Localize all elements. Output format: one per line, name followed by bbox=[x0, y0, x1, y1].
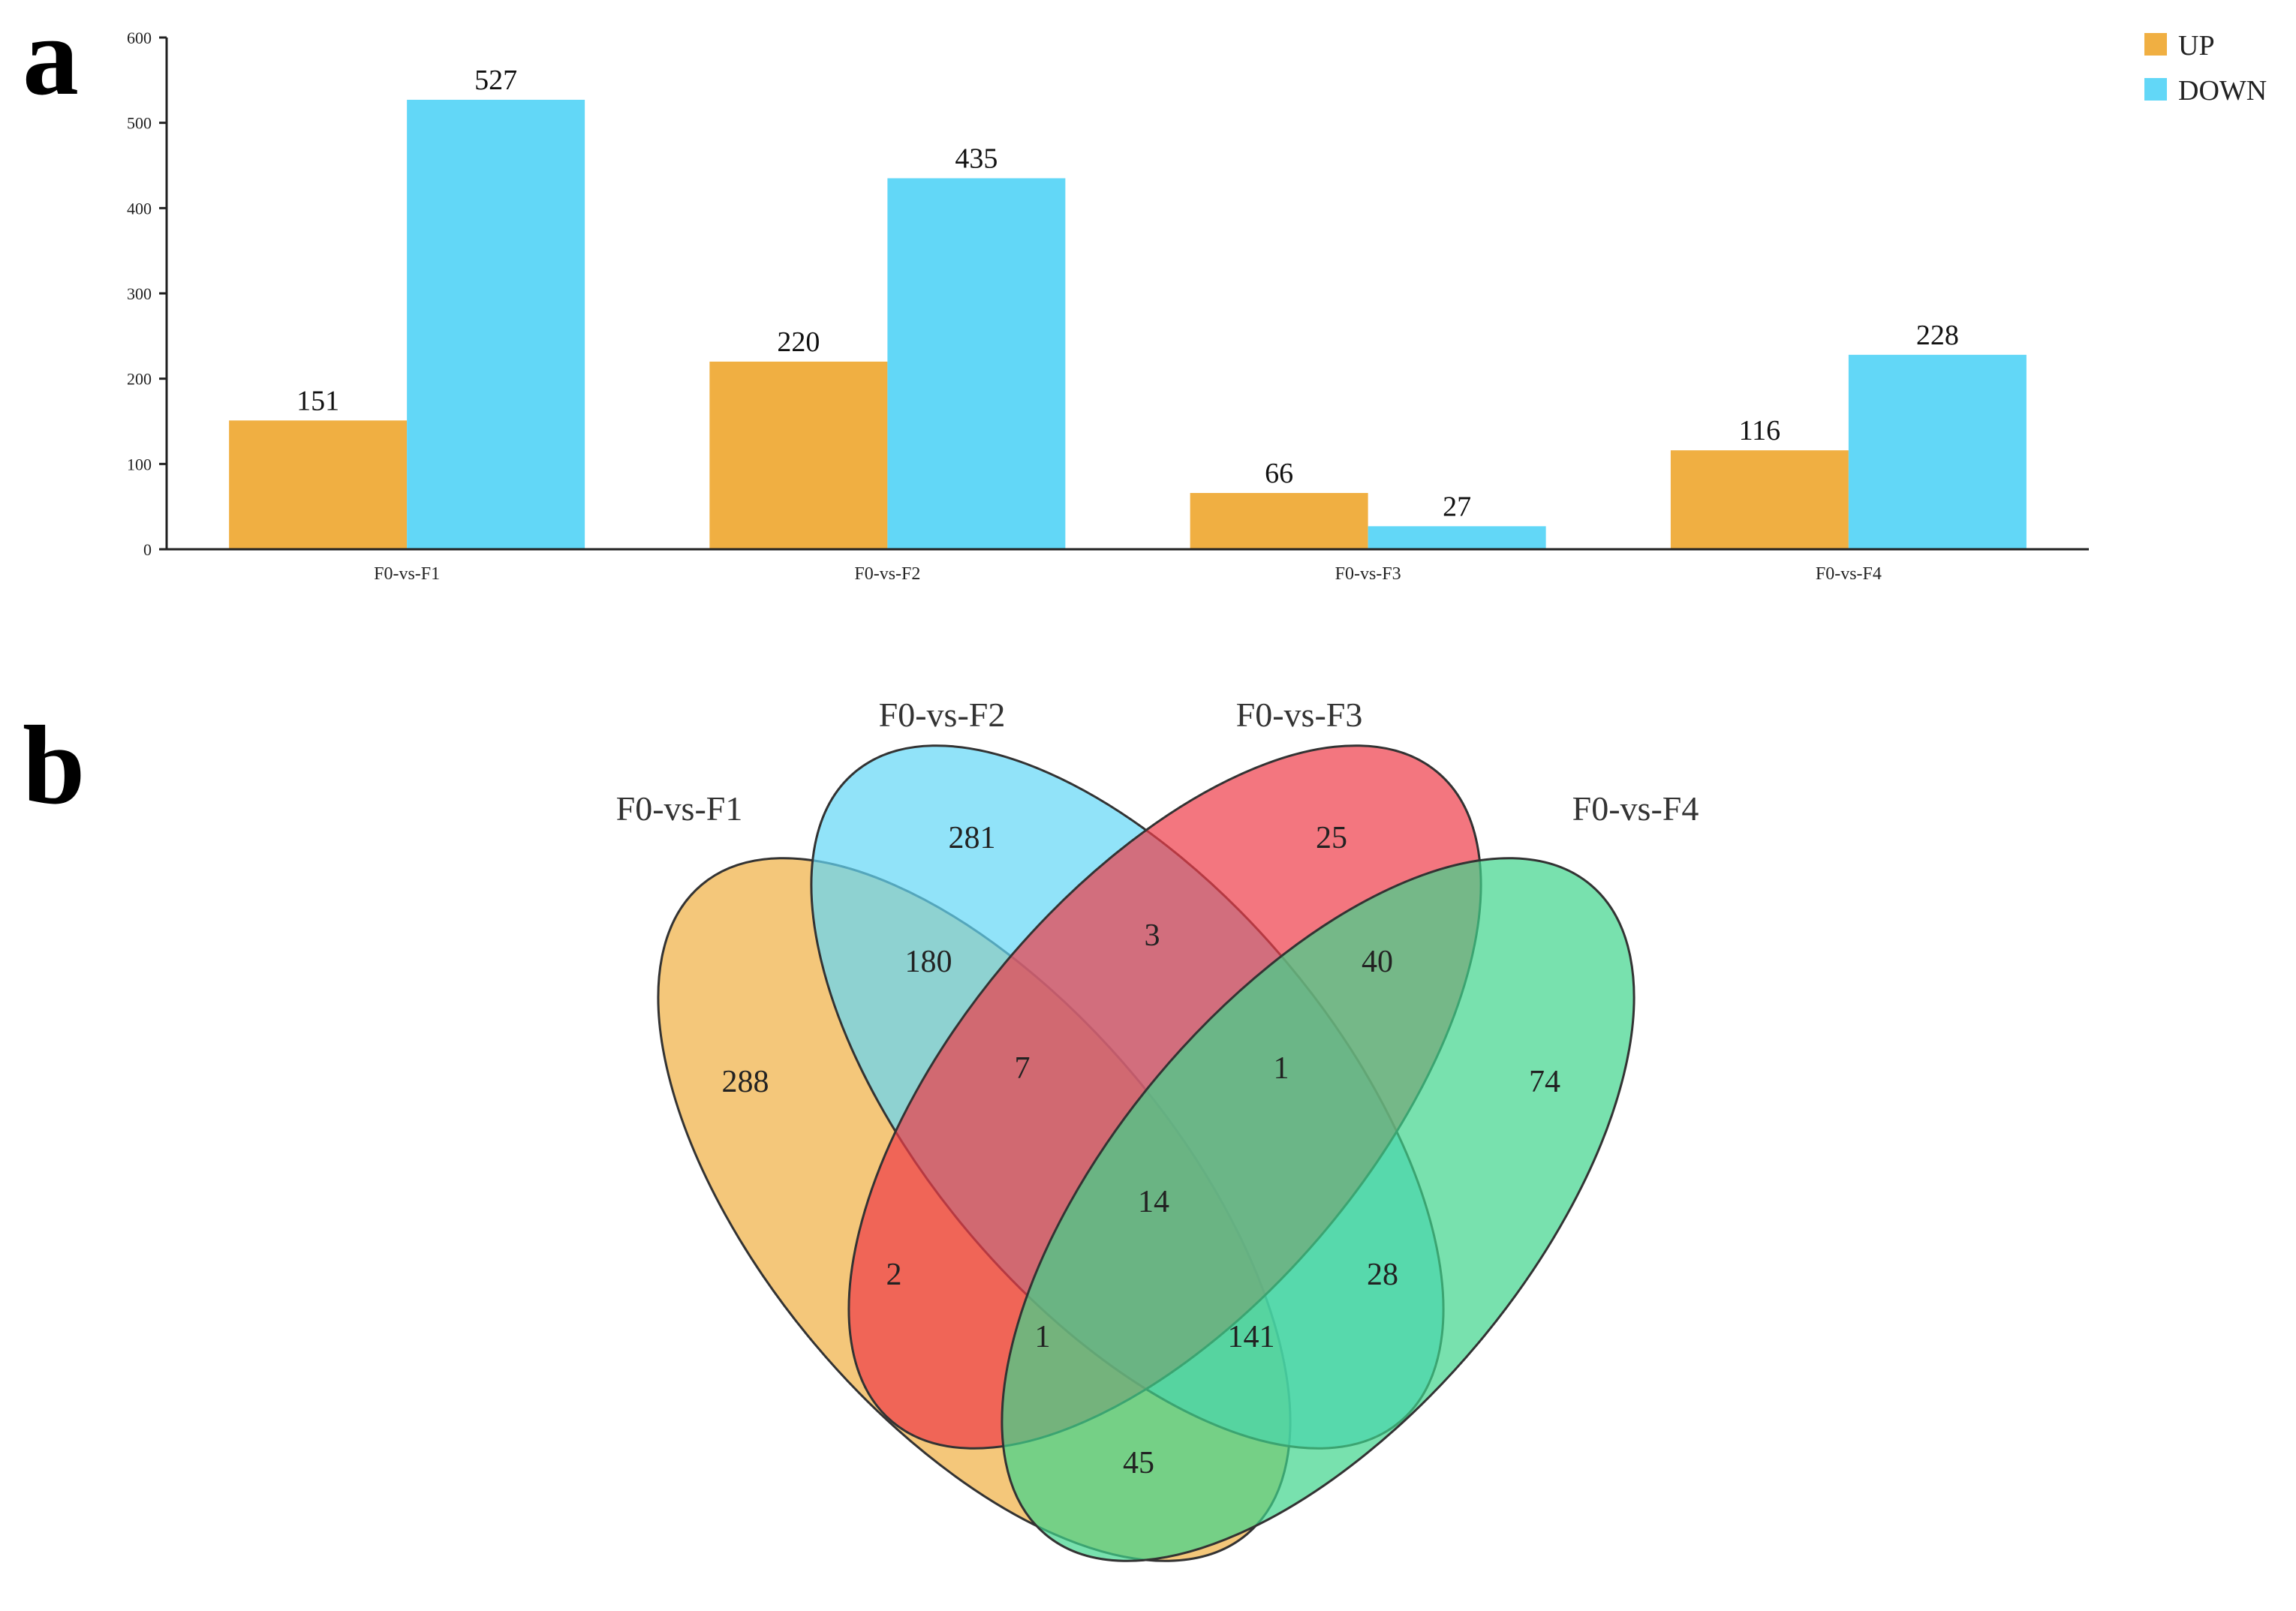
venn-region-f3-f4: 40 bbox=[1362, 945, 1393, 979]
venn-set-label-f3: F0-vs-F3 bbox=[1236, 696, 1363, 734]
venn-set-f4 bbox=[1001, 857, 1635, 1562]
venn-region-f1-f3-f4: 1 bbox=[1035, 1320, 1051, 1354]
venn-region-f1-f3: 2 bbox=[886, 1258, 902, 1292]
bar-down-f0-vs-f1 bbox=[407, 99, 585, 549]
venn-region-f4: 74 bbox=[1529, 1065, 1560, 1099]
panel-letter-a: a bbox=[23, 0, 79, 119]
venn-region-f2-f3: 3 bbox=[1145, 918, 1160, 953]
venn-region-f1: 288 bbox=[722, 1065, 769, 1099]
panel-letter-b: b bbox=[23, 703, 85, 828]
legend: UP DOWN bbox=[2144, 30, 2267, 107]
x-tick-group: F0-vs-F1 F0-vs-F2 F0-vs-F3 F0-vs-F4 bbox=[374, 564, 1882, 584]
bar-value-label: 66 bbox=[1265, 458, 1293, 489]
legend-label-down: DOWN bbox=[2178, 75, 2267, 107]
x-tick-label: F0-vs-F1 bbox=[374, 564, 440, 584]
legend-swatch-down bbox=[2144, 78, 2167, 101]
venn-set-label-f4: F0-vs-F4 bbox=[1572, 789, 1699, 828]
bar-value-label: 151 bbox=[296, 385, 339, 416]
bar-value-label: 228 bbox=[1916, 320, 1959, 351]
bar-value-label: 116 bbox=[1739, 415, 1781, 446]
y-tick-label: 500 bbox=[127, 114, 152, 133]
bar-down-f0-vs-f2 bbox=[887, 178, 1066, 550]
bar-value-label: 435 bbox=[955, 143, 998, 175]
venn-region-f1-f4: 45 bbox=[1123, 1446, 1154, 1480]
venn-region-f1-f2-f3: 7 bbox=[1015, 1051, 1031, 1086]
bar-value-label: 527 bbox=[474, 65, 517, 96]
legend-label-up: UP bbox=[2178, 30, 2215, 62]
bar-up-f0-vs-f3 bbox=[1190, 492, 1368, 549]
venn-region-f1-f2: 180 bbox=[905, 945, 952, 979]
venn-diagram: F0-vs-F1 F0-vs-F2 F0-vs-F3 F0-vs-F4 288 … bbox=[616, 696, 1699, 1562]
legend-swatch-up bbox=[2144, 33, 2167, 56]
y-tick-label: 600 bbox=[127, 29, 152, 47]
venn-region-f1-f2-f4: 141 bbox=[1228, 1320, 1275, 1354]
bar-label-group: 151 527 220 435 66 27 116 228 bbox=[296, 65, 1959, 522]
y-tick-label: 300 bbox=[127, 284, 152, 303]
x-tick-label: F0-vs-F4 bbox=[1816, 564, 1882, 584]
venn-set-label-f2: F0-vs-F2 bbox=[879, 696, 1006, 734]
bar-value-label: 220 bbox=[777, 326, 820, 358]
bar-down-f0-vs-f3 bbox=[1368, 526, 1546, 549]
y-tick-label: 200 bbox=[127, 370, 152, 389]
venn-set-label-f1: F0-vs-F1 bbox=[616, 789, 743, 828]
bar-group bbox=[229, 99, 2027, 550]
y-tick-group: 0 100 200 300 400 500 600 bbox=[127, 29, 167, 559]
venn-region-all: 14 bbox=[1138, 1185, 1169, 1219]
bar-value-label: 27 bbox=[1443, 491, 1471, 522]
bar-up-f0-vs-f4 bbox=[1670, 450, 1849, 549]
bar-up-f0-vs-f1 bbox=[229, 420, 408, 549]
y-tick-label: 400 bbox=[127, 199, 152, 218]
bar-chart: 151 527 220 435 66 27 116 228 0 100 200 300 400 500 6… bbox=[127, 29, 2267, 584]
x-tick-label: F0-vs-F3 bbox=[1335, 564, 1401, 584]
venn-region-f3: 25 bbox=[1316, 821, 1347, 855]
venn-region-f2-f4: 28 bbox=[1367, 1258, 1398, 1292]
venn-region-f2: 281 bbox=[949, 821, 996, 855]
bar-up-f0-vs-f2 bbox=[709, 361, 888, 549]
bar-down-f0-vs-f4 bbox=[1848, 354, 2027, 549]
y-tick-label: 0 bbox=[143, 540, 152, 559]
venn-region-f2-f3-f4: 1 bbox=[1274, 1051, 1289, 1086]
x-tick-label: F0-vs-F2 bbox=[854, 564, 920, 584]
y-tick-label: 100 bbox=[127, 455, 152, 473]
